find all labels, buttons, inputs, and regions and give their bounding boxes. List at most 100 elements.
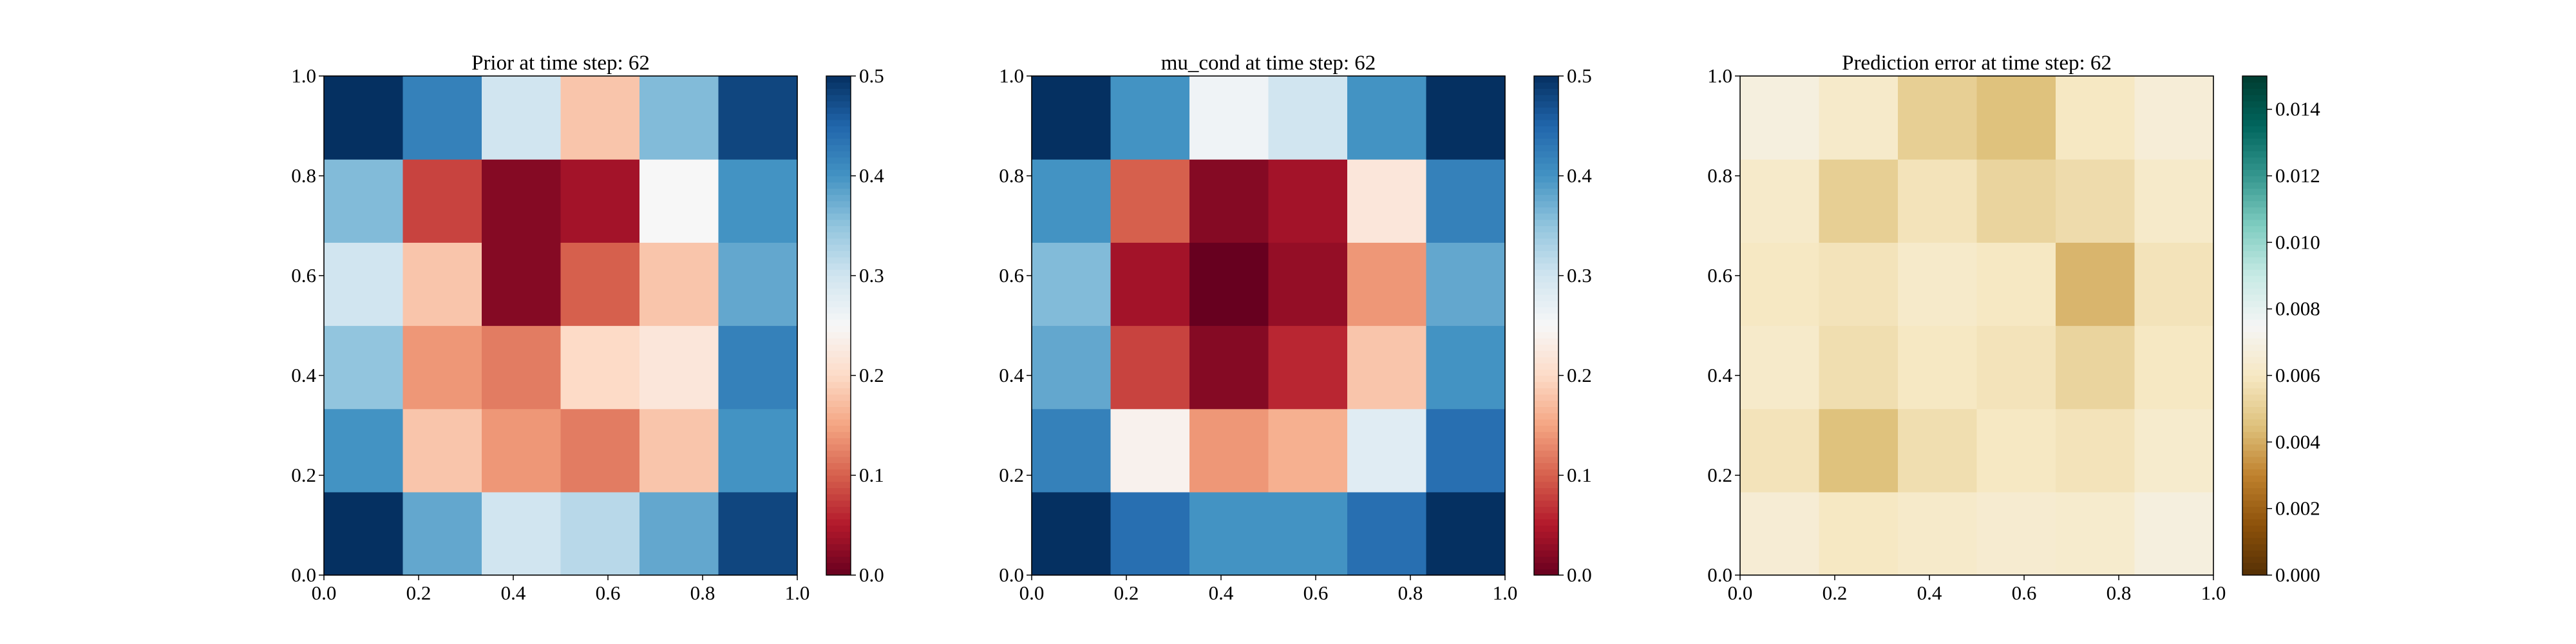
colorbar-1: 0.0 0.1 0.2 0.3 0.4 0.5 bbox=[826, 64, 884, 586]
y-tick-label: 1.0 bbox=[999, 64, 1024, 87]
colorbar-segment bbox=[1534, 232, 1558, 239]
heatmap-cell bbox=[1976, 242, 2056, 327]
x-tick-label: 0.6 bbox=[1303, 582, 1329, 604]
colorbar-segment bbox=[1534, 475, 1558, 482]
colorbar-segment bbox=[826, 506, 851, 513]
colorbar-segment bbox=[1534, 163, 1558, 170]
colorbar-segment bbox=[826, 513, 851, 520]
colorbar-segment bbox=[1534, 182, 1558, 189]
heatmap-cell bbox=[482, 242, 562, 327]
heatmap-cell bbox=[1189, 408, 1269, 493]
y-tick-label: 1.0 bbox=[291, 64, 316, 87]
colorbar-segment bbox=[826, 363, 851, 370]
colorbar-tick-label: 0.2 bbox=[859, 364, 884, 386]
x-tick-label: 1.0 bbox=[1493, 582, 1518, 604]
colorbar-segment bbox=[1534, 288, 1558, 295]
colorbar-segment bbox=[2242, 207, 2267, 214]
colorbar-tick-label: 0.012 bbox=[2275, 164, 2320, 187]
colorbar-segment bbox=[2242, 100, 2267, 108]
colorbar-segment bbox=[826, 313, 851, 320]
colorbar-segment bbox=[826, 381, 851, 388]
y-tick-label: 0.6 bbox=[1707, 264, 1732, 287]
x-tick-label: 0.4 bbox=[501, 582, 526, 604]
y-tick-label: 0.4 bbox=[999, 364, 1024, 386]
colorbar-segment bbox=[826, 244, 851, 251]
colorbar-tick-label: 0.000 bbox=[2275, 564, 2320, 586]
colorbar-segment bbox=[1534, 363, 1558, 370]
heatmap-cell bbox=[2056, 242, 2136, 327]
colorbar-tick-label: 0.0 bbox=[1567, 564, 1592, 586]
heatmap-cell bbox=[402, 325, 482, 410]
colorbar-segment bbox=[826, 151, 851, 158]
colorbar-segment bbox=[1534, 107, 1558, 114]
colorbar-segment bbox=[2242, 107, 2267, 114]
heatmap-cell bbox=[1819, 242, 1899, 327]
colorbar-segment bbox=[826, 525, 851, 532]
colorbar-segment bbox=[1534, 132, 1558, 139]
heatmap-cell bbox=[1740, 491, 1820, 576]
x-tick-label: 0.6 bbox=[596, 582, 621, 604]
colorbar-segment bbox=[1534, 188, 1558, 195]
colorbar-segment bbox=[826, 437, 851, 445]
colorbar-segment bbox=[2242, 188, 2267, 195]
heatmap-cell bbox=[1268, 408, 1348, 493]
heatmap-cell bbox=[482, 159, 562, 243]
colorbar-segment bbox=[2242, 337, 2267, 345]
colorbar-segment bbox=[1534, 388, 1558, 395]
heatmap-cell bbox=[1110, 408, 1190, 493]
colorbar-segment bbox=[826, 113, 851, 120]
colorbar-tick-label: 0.0 bbox=[859, 564, 884, 586]
heatmap-cell bbox=[1976, 159, 2056, 243]
panel-2: mu_cond at time step: 62 0.0 0.2 0.4 0.6 0.8 1… bbox=[999, 52, 1592, 604]
panel-title: mu_cond at time step: 62 bbox=[1161, 52, 1376, 75]
colorbar-segment bbox=[1534, 82, 1558, 89]
x-tick-label: 0.4 bbox=[1917, 582, 1942, 604]
colorbar-segment bbox=[1534, 244, 1558, 251]
colorbar-segment bbox=[1534, 238, 1558, 245]
colorbar-segment bbox=[2242, 269, 2267, 276]
y-tick-label: 0.2 bbox=[1707, 464, 1732, 486]
heatmap-cell bbox=[1898, 491, 1978, 576]
colorbar-segment bbox=[2242, 313, 2267, 320]
colorbar-segment bbox=[826, 475, 851, 482]
colorbar-segment bbox=[826, 219, 851, 227]
colorbar-segment bbox=[826, 425, 851, 432]
heatmap-cell bbox=[482, 76, 562, 160]
colorbar-tick-label: 0.3 bbox=[859, 264, 884, 287]
colorbar-segment bbox=[2242, 550, 2267, 557]
colorbar-segment bbox=[1534, 151, 1558, 158]
colorbar-segment bbox=[2242, 425, 2267, 432]
heatmap-cell bbox=[1976, 76, 2056, 160]
heatmap-cell bbox=[1347, 325, 1427, 410]
colorbar-segment bbox=[826, 500, 851, 507]
colorbar-segment bbox=[1534, 256, 1558, 264]
y-tick-label: 0.0 bbox=[999, 564, 1024, 586]
heatmap-cell bbox=[1740, 408, 1820, 493]
colorbar-segment bbox=[826, 263, 851, 270]
heatmap-cell bbox=[402, 159, 482, 243]
colorbar-segment bbox=[1534, 144, 1558, 151]
colorbar-segment bbox=[2242, 437, 2267, 445]
colorbar-2: 0.0 0.1 0.2 0.3 0.4 0.5 bbox=[1533, 64, 1592, 586]
heatmap-cell bbox=[1189, 242, 1269, 327]
colorbar-segment bbox=[826, 344, 851, 351]
colorbar-segment bbox=[2242, 288, 2267, 295]
colorbar-segment bbox=[2242, 494, 2267, 501]
colorbar-segment bbox=[2242, 350, 2267, 357]
colorbar-segment bbox=[2242, 381, 2267, 388]
colorbar-segment bbox=[2242, 200, 2267, 208]
colorbar-segment bbox=[826, 444, 851, 451]
colorbar-segment bbox=[1534, 156, 1558, 164]
heatmap-cell bbox=[1426, 325, 1506, 410]
colorbar-segment bbox=[826, 294, 851, 301]
heatmap-cell bbox=[1110, 242, 1190, 327]
heatmap-cell bbox=[718, 408, 798, 493]
colorbar-segment bbox=[826, 369, 851, 376]
heatmap-cell bbox=[1740, 159, 1820, 243]
heatmap-cell bbox=[1819, 408, 1899, 493]
colorbar-segment bbox=[1534, 307, 1558, 314]
heatmap-cell bbox=[2056, 491, 2136, 576]
panel-title: Prior at time step: 62 bbox=[471, 52, 650, 75]
colorbar-segment bbox=[826, 488, 851, 495]
colorbar-segment bbox=[2242, 82, 2267, 89]
